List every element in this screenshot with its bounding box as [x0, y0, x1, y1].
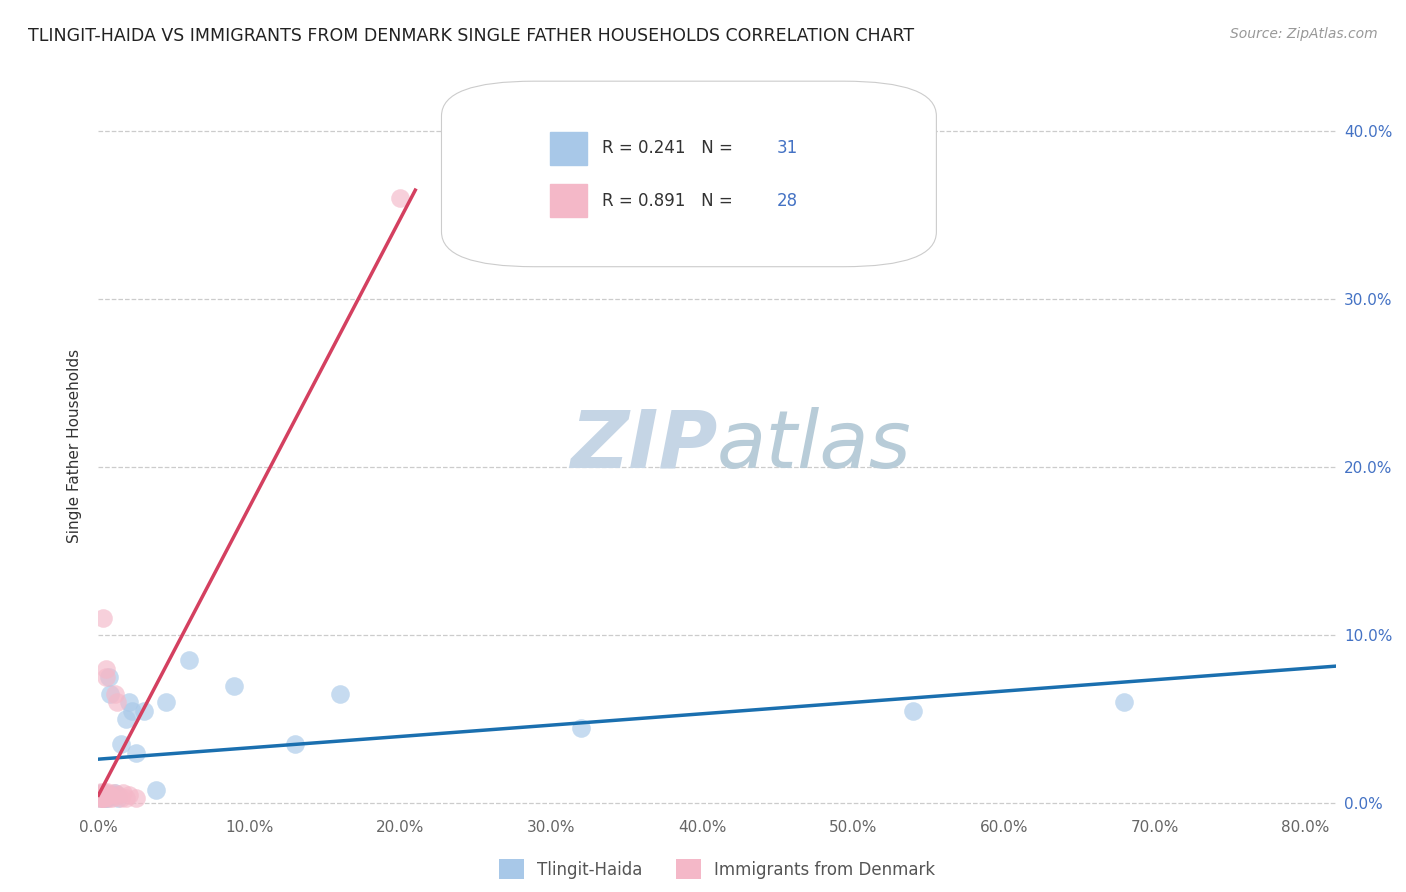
- Point: [145, 782, 167, 797]
- Point: [96, 789, 118, 804]
- Point: [569, 721, 592, 735]
- Point: [125, 791, 148, 805]
- Point: [117, 695, 139, 709]
- Legend: Tlingit-Haida, Immigrants from Denmark: Tlingit-Haida, Immigrants from Denmark: [491, 850, 943, 888]
- Text: 31: 31: [778, 139, 799, 157]
- Point: [90, 786, 112, 800]
- Point: [1114, 695, 1136, 709]
- Point: [93, 788, 115, 802]
- Point: [96, 784, 118, 798]
- Point: [98, 670, 121, 684]
- Text: R = 0.241   N =: R = 0.241 N =: [602, 139, 738, 157]
- Point: [284, 738, 307, 752]
- Point: [107, 788, 129, 802]
- Point: [132, 704, 155, 718]
- Point: [91, 788, 114, 802]
- Point: [91, 791, 114, 805]
- Point: [94, 791, 117, 805]
- Point: [98, 788, 121, 802]
- Bar: [550, 185, 586, 217]
- Text: R = 0.891   N =: R = 0.891 N =: [602, 192, 738, 210]
- Point: [121, 704, 143, 718]
- Point: [90, 788, 112, 802]
- Point: [114, 791, 136, 805]
- Text: TLINGIT-HAIDA VS IMMIGRANTS FROM DENMARK SINGLE FATHER HOUSEHOLDS CORRELATION CH: TLINGIT-HAIDA VS IMMIGRANTS FROM DENMARK…: [28, 27, 914, 45]
- Text: ZIP: ZIP: [569, 407, 717, 485]
- Point: [89, 791, 111, 805]
- Point: [90, 784, 112, 798]
- Text: Source: ZipAtlas.com: Source: ZipAtlas.com: [1230, 27, 1378, 41]
- Point: [89, 791, 111, 805]
- Point: [903, 704, 925, 718]
- Point: [329, 687, 352, 701]
- Point: [104, 687, 127, 701]
- Point: [96, 791, 118, 805]
- Point: [110, 791, 132, 805]
- Text: 28: 28: [778, 192, 799, 210]
- Point: [107, 791, 129, 805]
- FancyBboxPatch shape: [441, 81, 936, 267]
- Point: [224, 679, 246, 693]
- Text: atlas: atlas: [717, 407, 912, 485]
- Point: [104, 786, 127, 800]
- Point: [93, 789, 115, 804]
- Point: [117, 788, 139, 802]
- Point: [94, 788, 117, 802]
- Point: [90, 789, 112, 804]
- Y-axis label: Single Father Households: Single Father Households: [67, 349, 83, 543]
- Point: [155, 695, 177, 709]
- Point: [93, 784, 115, 798]
- Point: [103, 788, 125, 802]
- Point: [103, 786, 125, 800]
- Point: [100, 687, 122, 701]
- Point: [94, 662, 117, 676]
- Point: [101, 791, 124, 805]
- Point: [110, 738, 132, 752]
- Bar: [550, 132, 586, 165]
- Point: [91, 791, 114, 805]
- Point: [90, 791, 112, 805]
- Point: [177, 653, 200, 667]
- Point: [100, 788, 122, 802]
- Point: [98, 791, 121, 805]
- Point: [125, 746, 148, 760]
- Point: [91, 611, 114, 625]
- Point: [91, 791, 114, 805]
- Point: [89, 788, 111, 802]
- Point: [93, 791, 115, 805]
- Point: [94, 670, 117, 684]
- Point: [93, 786, 115, 800]
- Point: [111, 786, 134, 800]
- Point: [114, 712, 136, 726]
- Point: [389, 191, 412, 205]
- Point: [105, 695, 128, 709]
